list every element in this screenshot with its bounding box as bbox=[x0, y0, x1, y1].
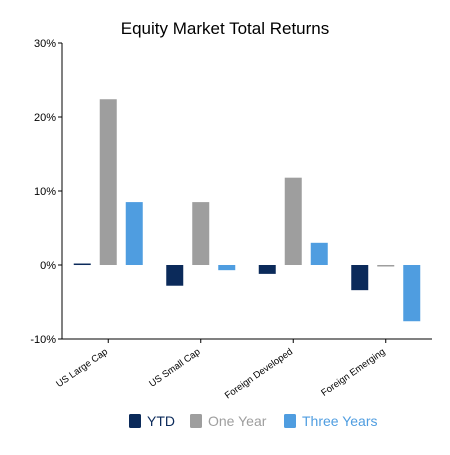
bar-three-years-4 bbox=[403, 265, 421, 322]
y-tick-label: 0% bbox=[40, 260, 56, 272]
y-tick-label: 30% bbox=[34, 38, 56, 50]
bar-ytd-2 bbox=[166, 265, 184, 286]
bar-ytd-1 bbox=[73, 263, 91, 266]
bar-ytd-3 bbox=[258, 265, 276, 274]
legend-label: Three Years bbox=[302, 413, 378, 429]
bar-three-years-2 bbox=[218, 265, 236, 271]
legend-swatch bbox=[284, 414, 296, 428]
legend-label: YTD bbox=[147, 413, 175, 429]
bar-three-years-1 bbox=[125, 202, 143, 265]
y-tick-label: -10% bbox=[30, 334, 56, 346]
bar-one-year-2 bbox=[192, 202, 210, 265]
x-tick-label: US Small Cap bbox=[147, 346, 202, 389]
bar-one-year-4 bbox=[377, 265, 395, 267]
bar-one-year-1 bbox=[99, 99, 117, 266]
x-axis-labels: US Large Cap US Small Cap Foreign Develope… bbox=[54, 346, 387, 401]
y-tick-label: 20% bbox=[34, 112, 56, 124]
chart-title: Equity Market Total Returns bbox=[121, 19, 330, 38]
legend-label: One Year bbox=[208, 413, 267, 429]
x-tick-label: US Large Cap bbox=[54, 346, 110, 390]
bar-three-years-3 bbox=[310, 242, 328, 265]
bar-ytd-4 bbox=[351, 265, 369, 291]
x-tick-label: Foreign Emerging bbox=[319, 346, 387, 398]
legend-swatch bbox=[129, 414, 141, 428]
axes: -10% 0% 10% 20% 30% bbox=[30, 38, 432, 346]
x-tick-label: Foreign Developed bbox=[223, 346, 295, 401]
bars bbox=[73, 99, 421, 322]
bar-one-year-3 bbox=[284, 177, 302, 265]
y-tick-label: 10% bbox=[34, 186, 56, 198]
legend: YTD One Year Three Years bbox=[129, 413, 378, 429]
legend-swatch bbox=[190, 414, 202, 428]
